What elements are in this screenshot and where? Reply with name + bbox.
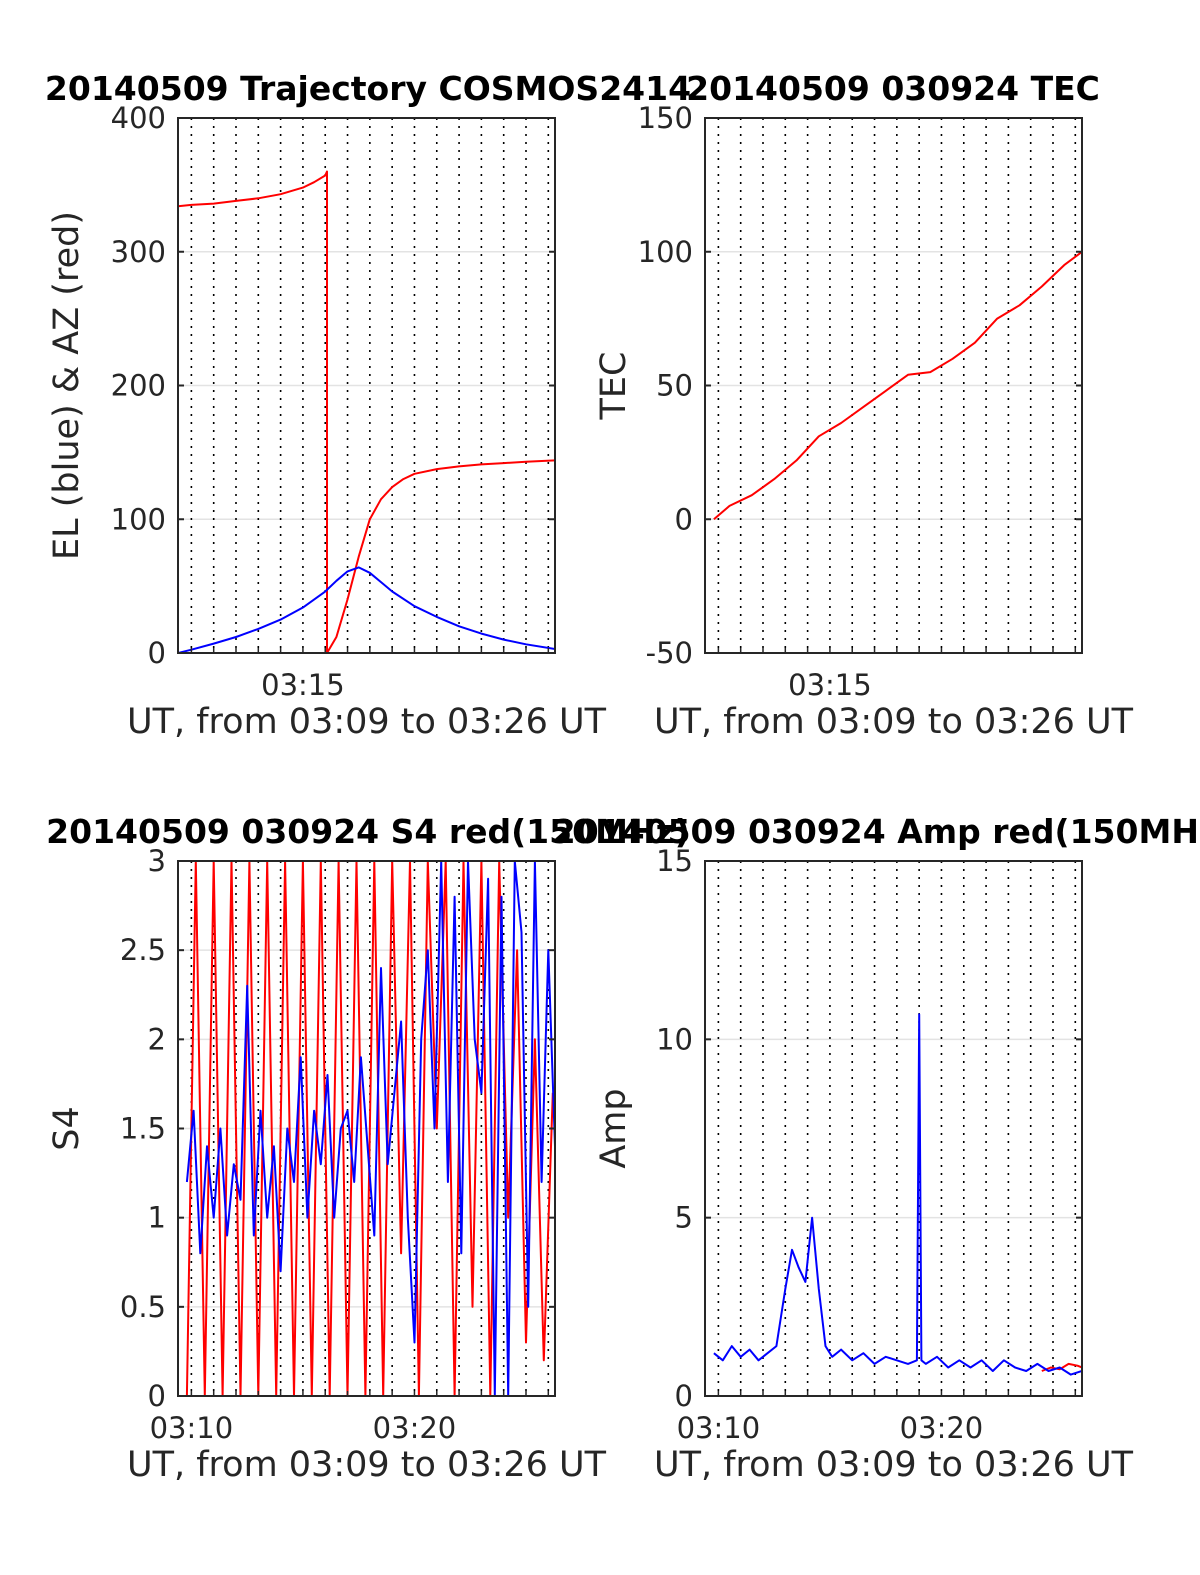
x-tick-label: 03:20: [900, 1411, 984, 1445]
y-tick-label: 150: [638, 101, 693, 135]
x-axis-label: UT, from 03:09 to 03:26 UT: [654, 702, 1134, 742]
y-tick-label: 100: [638, 235, 693, 269]
chart-title: 20140509 030924 S4 red(150MHz): [46, 812, 690, 851]
y-axis-label: Amp: [594, 1088, 634, 1168]
x-tick-label: 03:15: [788, 668, 872, 702]
x-axis-label: UT, from 03:09 to 03:26 UT: [654, 1445, 1134, 1485]
y-tick-label: 300: [111, 235, 166, 269]
series-line-el: [178, 566, 555, 653]
x-tick-label: 03:10: [150, 1411, 234, 1445]
series-line-blue: [185, 861, 555, 1396]
x-tick-label: 03:10: [677, 1411, 761, 1445]
series-line-red: [185, 861, 554, 1396]
plot-area: [705, 861, 1082, 1396]
x-axis-label: UT, from 03:09 to 03:26 UT: [127, 1445, 607, 1485]
series-line-red: [1041, 1362, 1082, 1372]
x-tick-label: 03:15: [261, 668, 345, 702]
y-tick-label: 2.5: [120, 933, 166, 967]
y-tick-label: 1.5: [120, 1112, 166, 1146]
y-tick-label: 50: [656, 369, 693, 403]
series-line-tec: [713, 250, 1082, 521]
y-tick-label: 0: [675, 1379, 693, 1413]
y-axis-label: TEC: [594, 352, 634, 421]
y-tick-label: 15: [656, 844, 693, 878]
y-axis-label: S4: [47, 1106, 87, 1151]
chart-title: 20140509 030924 TEC: [686, 69, 1100, 108]
y-axis-label: EL (blue) & AZ (red): [47, 211, 87, 560]
y-tick-label: 5: [675, 1201, 693, 1235]
y-tick-label: 3: [148, 844, 166, 878]
series-line-az: [178, 170, 555, 653]
y-tick-label: 100: [111, 502, 166, 536]
y-tick-label: 400: [111, 101, 166, 135]
x-axis-label: UT, from 03:09 to 03:26 UT: [127, 702, 607, 742]
y-tick-label: 1: [148, 1201, 166, 1235]
x-tick-label: 03:20: [373, 1411, 457, 1445]
y-tick-label: 0: [148, 636, 166, 670]
y-tick-label: 0: [148, 1379, 166, 1413]
axes-box: [704, 860, 1083, 1397]
y-tick-label: -50: [646, 636, 693, 670]
y-tick-label: 200: [111, 369, 166, 403]
chart-title: 20140509 Trajectory COSMOS2414: [45, 69, 691, 108]
y-tick-label: 2: [148, 1022, 166, 1056]
series-line-blue: [713, 1013, 1082, 1376]
y-tick-label: 0.5: [120, 1290, 166, 1324]
y-tick-label: 10: [656, 1022, 693, 1056]
chart-title: 20140509 030924 Amp red(150MHz): [553, 812, 1200, 851]
y-tick-label: 0: [675, 502, 693, 536]
